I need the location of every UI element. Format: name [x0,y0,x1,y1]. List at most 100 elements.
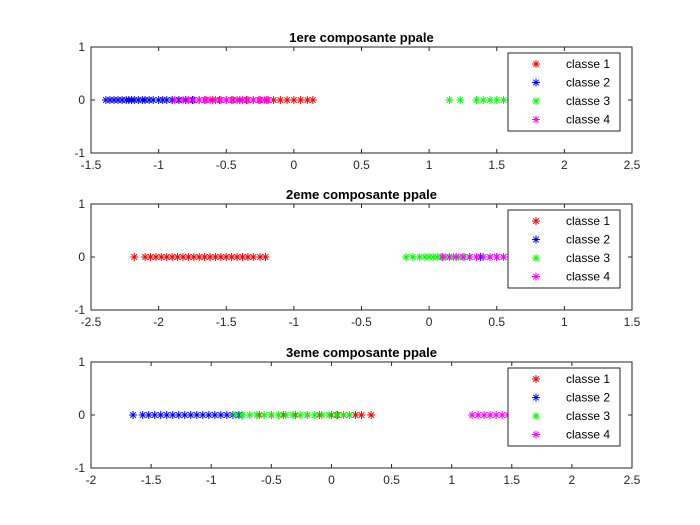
x-tick-label: -1 [289,315,300,329]
data-point [472,96,481,104]
series-3 [231,411,354,419]
data-point [267,411,276,419]
data-point [245,411,254,419]
data-point [445,253,454,261]
x-tick-label: -1 [153,158,164,172]
data-point [238,411,247,419]
legend-marker [532,272,540,281]
data-point [276,96,285,104]
data-point [485,253,494,261]
x-tick-label: -1.5 [81,158,102,172]
data-point [317,411,326,419]
legend-box [507,52,621,132]
legend-marker [532,97,540,105]
data-point [216,253,225,261]
x-tick-label: 0 [328,473,335,487]
legend: classe 1 classe 2 classe 3 classe 4 [507,52,621,132]
y-tick-label: 0 [78,408,85,422]
series-1 [130,253,270,261]
data-point [445,96,454,104]
data-point [345,411,354,419]
data-point [452,253,461,261]
data-point [310,411,319,419]
legend-entry: classe 4 [566,270,610,284]
legend-marker [532,375,540,383]
data-point [249,253,258,261]
x-tick-label: -2 [86,473,97,487]
data-point [243,96,252,104]
x-tick-label: 1 [426,158,433,172]
data-point [479,253,488,261]
data-point [157,253,166,261]
data-point [170,96,179,104]
legend-entry: classe 4 [566,113,610,127]
subplot-2: 2eme composante ppale -2.5 -2 -1.5 -1 -0.5 0 0.… [74,187,640,329]
data-point [274,411,283,419]
data-point [222,411,231,419]
x-tick-label: 1.5 [503,473,520,487]
legend-marker [532,78,540,87]
x-tick-label: -0.5 [351,315,372,329]
legend-box [507,209,621,289]
x-tick-label: -0.5 [216,158,237,172]
legend: classe 1 classe 2 classe 3 classe 4 [507,367,621,447]
legend-entry: classe 1 [566,214,610,228]
data-point [283,96,292,104]
data-point [261,253,270,261]
x-tick-label: -2 [153,315,164,329]
data-point [485,96,494,104]
legend-entry: classe 2 [566,76,610,90]
data-point [288,411,297,419]
y-tick-label: -1 [74,303,85,317]
data-point [200,253,209,261]
data-point [289,96,298,104]
legend-entry: classe 3 [566,409,610,423]
legend-marker [532,254,540,262]
legend-box [507,367,621,447]
x-tick-label: 1 [561,315,568,329]
data-point [130,253,139,261]
y-tick-label: 1 [78,355,85,369]
data-point [296,411,305,419]
x-tick-label: -1.5 [141,473,162,487]
data-point [357,411,366,419]
x-tick-label: 0.5 [353,158,370,172]
data-point [189,253,198,261]
series-4 [170,96,273,104]
y-tick-label: 1 [78,40,85,54]
x-tick-label: 1.5 [488,158,505,172]
legend-marker [532,217,540,225]
x-tick-label: -0.5 [261,473,282,487]
chart-title: 2eme composante ppale [286,187,437,202]
legend-entry: classe 3 [566,251,610,265]
x-tick-label: 2.5 [624,473,641,487]
x-tick-label: 2.5 [624,158,641,172]
series-2 [101,96,197,104]
points-layer [130,253,555,261]
data-point [168,411,177,419]
data-point [189,96,198,104]
data-point [474,411,483,419]
legend-entry: classe 1 [566,57,610,71]
x-tick-label: 0.5 [383,473,400,487]
data-point [332,411,341,419]
y-tick-label: 1 [78,197,85,211]
data-point [281,411,290,419]
y-tick-label: -1 [74,461,85,475]
data-point [499,253,508,261]
y-tick-label: 0 [78,93,85,107]
data-point [222,96,231,104]
data-point [458,253,467,261]
data-point [180,411,189,419]
data-point [479,96,488,104]
x-tick-label: 0.5 [488,315,505,329]
legend-entry: classe 1 [566,372,610,386]
legend: classe 1 classe 2 classe 3 classe 4 [507,209,621,289]
legend-marker [532,235,540,244]
data-point [151,253,160,261]
y-tick-label: 0 [78,250,85,264]
data-point [204,411,213,419]
data-point [249,96,258,104]
data-point [150,411,159,419]
